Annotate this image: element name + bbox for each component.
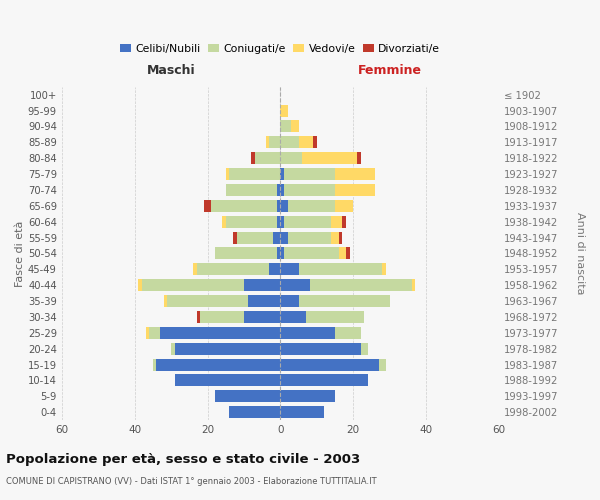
Bar bbox=[379, 358, 386, 370]
Bar bbox=[302, 152, 357, 164]
Bar bbox=[313, 136, 317, 148]
Bar bbox=[175, 374, 280, 386]
Bar bbox=[164, 295, 167, 307]
Bar bbox=[277, 200, 280, 212]
Bar bbox=[299, 295, 389, 307]
Bar bbox=[287, 232, 331, 243]
Bar bbox=[280, 295, 299, 307]
Bar bbox=[197, 311, 200, 323]
Bar bbox=[280, 342, 361, 354]
Bar bbox=[167, 295, 248, 307]
Bar bbox=[280, 248, 284, 260]
Bar bbox=[138, 279, 142, 291]
Bar bbox=[171, 342, 175, 354]
Bar bbox=[233, 232, 236, 243]
Bar bbox=[244, 311, 280, 323]
Bar bbox=[284, 248, 338, 260]
Bar bbox=[346, 248, 350, 260]
Bar bbox=[280, 406, 324, 418]
Bar bbox=[280, 120, 291, 132]
Bar bbox=[280, 390, 335, 402]
Bar bbox=[269, 136, 280, 148]
Bar bbox=[200, 311, 244, 323]
Bar bbox=[361, 342, 368, 354]
Bar bbox=[153, 358, 157, 370]
Text: Maschi: Maschi bbox=[147, 64, 196, 77]
Bar bbox=[222, 216, 226, 228]
Bar bbox=[280, 311, 306, 323]
Text: Femmine: Femmine bbox=[358, 64, 422, 77]
Bar bbox=[248, 295, 280, 307]
Bar bbox=[280, 358, 379, 370]
Bar bbox=[280, 136, 299, 148]
Bar bbox=[335, 184, 375, 196]
Bar bbox=[280, 279, 310, 291]
Bar bbox=[338, 232, 343, 243]
Bar bbox=[335, 200, 353, 212]
Bar bbox=[299, 264, 382, 276]
Bar bbox=[280, 184, 284, 196]
Bar bbox=[310, 279, 412, 291]
Y-axis label: Anni di nascita: Anni di nascita bbox=[575, 212, 585, 294]
Bar bbox=[280, 216, 284, 228]
Bar bbox=[215, 390, 280, 402]
Bar bbox=[255, 152, 280, 164]
Bar bbox=[306, 311, 364, 323]
Text: COMUNE DI CAPISTRANO (VV) - Dati ISTAT 1° gennaio 2003 - Elaborazione TUTTITALIA: COMUNE DI CAPISTRANO (VV) - Dati ISTAT 1… bbox=[6, 478, 377, 486]
Bar bbox=[280, 264, 299, 276]
Bar bbox=[284, 168, 335, 180]
Y-axis label: Fasce di età: Fasce di età bbox=[15, 220, 25, 286]
Bar bbox=[273, 232, 280, 243]
Bar bbox=[277, 216, 280, 228]
Bar bbox=[277, 248, 280, 260]
Bar bbox=[226, 184, 277, 196]
Bar bbox=[331, 232, 338, 243]
Bar bbox=[357, 152, 361, 164]
Bar bbox=[269, 264, 280, 276]
Bar bbox=[335, 327, 361, 339]
Bar bbox=[280, 200, 287, 212]
Bar bbox=[291, 120, 299, 132]
Bar bbox=[226, 168, 229, 180]
Bar bbox=[204, 200, 211, 212]
Bar bbox=[412, 279, 415, 291]
Bar bbox=[280, 168, 284, 180]
Bar bbox=[251, 152, 255, 164]
Bar bbox=[229, 406, 280, 418]
Bar bbox=[266, 136, 269, 148]
Bar bbox=[236, 232, 273, 243]
Bar bbox=[244, 279, 280, 291]
Bar bbox=[211, 200, 277, 212]
Bar bbox=[175, 342, 280, 354]
Bar bbox=[299, 136, 313, 148]
Bar bbox=[343, 216, 346, 228]
Bar bbox=[193, 264, 197, 276]
Bar bbox=[280, 232, 287, 243]
Bar bbox=[382, 264, 386, 276]
Bar bbox=[277, 184, 280, 196]
Bar bbox=[284, 216, 331, 228]
Bar bbox=[284, 184, 335, 196]
Bar bbox=[197, 264, 269, 276]
Bar bbox=[142, 279, 244, 291]
Bar bbox=[338, 248, 346, 260]
Bar bbox=[335, 168, 375, 180]
Bar bbox=[280, 152, 302, 164]
Bar bbox=[226, 216, 277, 228]
Bar bbox=[229, 168, 280, 180]
Legend: Celibi/Nubili, Coniugati/e, Vedovi/e, Divorziati/e: Celibi/Nubili, Coniugati/e, Vedovi/e, Di… bbox=[117, 40, 443, 57]
Bar bbox=[215, 248, 277, 260]
Bar bbox=[280, 327, 335, 339]
Bar bbox=[280, 104, 287, 117]
Bar bbox=[149, 327, 160, 339]
Bar bbox=[331, 216, 343, 228]
Text: Popolazione per età, sesso e stato civile - 2003: Popolazione per età, sesso e stato civil… bbox=[6, 452, 360, 466]
Bar bbox=[157, 358, 280, 370]
Bar bbox=[160, 327, 280, 339]
Bar bbox=[287, 200, 335, 212]
Bar bbox=[280, 374, 368, 386]
Bar bbox=[146, 327, 149, 339]
